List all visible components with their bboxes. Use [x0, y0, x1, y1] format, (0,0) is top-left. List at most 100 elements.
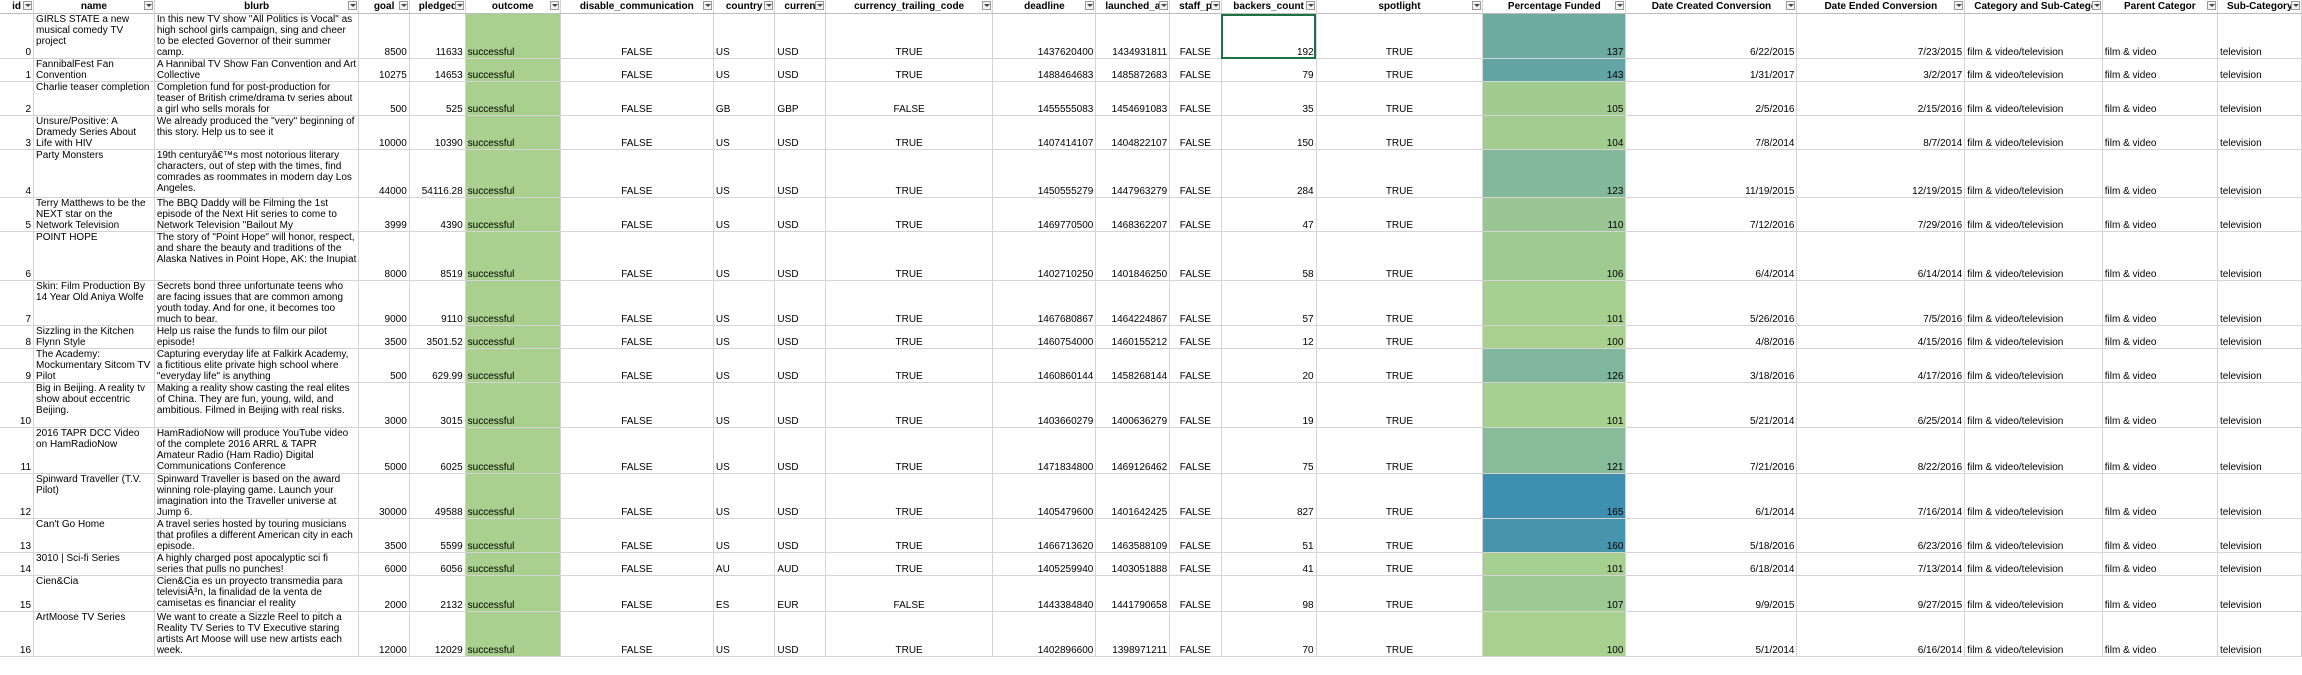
cell-cat-sub[interactable]: film & video/television [1964, 382, 2103, 428]
cell-staff-pick[interactable]: FALSE [1169, 115, 1222, 150]
filter-dropdown-icon[interactable] [1085, 1, 1095, 10]
cell-pct[interactable]: 100 [1482, 325, 1627, 349]
cell-date-ended[interactable]: 7/5/2016 [1796, 280, 1966, 326]
cell-blurb[interactable]: In this new TV show "All Politics is Voc… [154, 13, 360, 59]
filter-dropdown-icon[interactable] [23, 1, 33, 10]
cell-deadline[interactable]: 1437620400 [992, 13, 1097, 59]
cell-blurb[interactable]: Secrets bond three unfortunate teens who… [154, 280, 360, 326]
cell-goal[interactable]: 5000 [358, 427, 410, 474]
cell-parent[interactable]: film & video [2102, 149, 2218, 198]
cell-currency[interactable]: USD [774, 280, 826, 326]
cell-currency-trailing-code[interactable]: TRUE [825, 611, 994, 657]
cell-date-created[interactable]: 11/19/2015 [1625, 149, 1798, 198]
cell-country[interactable]: US [713, 13, 776, 59]
cell-disable-communication[interactable]: FALSE [560, 149, 714, 198]
cell-cat-sub[interactable]: film & video/television [1964, 325, 2103, 349]
cell-goal[interactable]: 30000 [358, 473, 410, 519]
cell-id[interactable]: 15 [0, 575, 35, 612]
cell-pledged[interactable]: 54116.28 [409, 149, 466, 198]
cell-spotlight[interactable]: TRUE [1316, 518, 1484, 553]
cell-currency[interactable]: USD [774, 197, 826, 232]
cell-date-created[interactable]: 6/18/2014 [1625, 552, 1798, 576]
cell-spotlight[interactable]: TRUE [1316, 149, 1484, 198]
cell-goal[interactable]: 2000 [358, 575, 410, 612]
cell-goal[interactable]: 10000 [358, 115, 410, 150]
cell-spotlight[interactable]: TRUE [1316, 427, 1484, 474]
cell-cat-sub[interactable]: film & video/television [1964, 149, 2103, 198]
column-header-sub-category[interactable]: Sub-Category [2217, 0, 2302, 14]
cell-blurb[interactable]: HamRadioNow will produce YouTube video o… [154, 427, 360, 474]
cell-currency[interactable]: USD [774, 325, 826, 349]
cell-pct[interactable]: 126 [1482, 348, 1627, 383]
cell-spotlight[interactable]: TRUE [1316, 81, 1484, 116]
cell-outcome[interactable]: successful [465, 382, 561, 428]
cell-pledged[interactable]: 9110 [409, 280, 466, 326]
cell-disable-communication[interactable]: FALSE [560, 231, 714, 281]
cell-currency-trailing-code[interactable]: FALSE [825, 575, 994, 612]
cell-sub[interactable]: television [2217, 58, 2302, 82]
cell-blurb[interactable]: A Hannibal TV Show Fan Convention and Ar… [154, 58, 360, 82]
cell-currency[interactable]: USD [774, 58, 826, 82]
cell-cat-sub[interactable]: film & video/television [1964, 13, 2103, 59]
cell-parent[interactable]: film & video [2102, 81, 2218, 116]
cell-outcome[interactable]: successful [465, 552, 561, 576]
cell-cat-sub[interactable]: film & video/television [1964, 348, 2103, 383]
column-header-staff-pick[interactable]: staff_pic [1169, 0, 1222, 14]
cell-deadline[interactable]: 1469770500 [992, 197, 1097, 232]
cell-outcome[interactable]: successful [465, 197, 561, 232]
cell-outcome[interactable]: successful [465, 81, 561, 116]
filter-dropdown-icon[interactable] [2206, 1, 2216, 10]
cell-date-created[interactable]: 5/26/2016 [1625, 280, 1798, 326]
cell-pct[interactable]: 123 [1482, 149, 1627, 198]
cell-name[interactable]: Party Monsters [33, 149, 155, 198]
cell-currency[interactable]: USD [774, 611, 826, 657]
cell-currency[interactable]: USD [774, 382, 826, 428]
cell-deadline[interactable]: 1460860144 [992, 348, 1097, 383]
cell-name[interactable]: Charlie teaser completion [33, 81, 155, 116]
cell-parent[interactable]: film & video [2102, 58, 2218, 82]
cell-deadline[interactable]: 1450555279 [992, 149, 1097, 198]
cell-backers-count[interactable]: 79 [1221, 58, 1317, 82]
cell-currency-trailing-code[interactable]: TRUE [825, 382, 994, 428]
column-header-category-and-sub-category[interactable]: Category and Sub-Category [1964, 0, 2103, 14]
cell-blurb[interactable]: Capturing everyday life at Falkirk Acade… [154, 348, 360, 383]
cell-parent[interactable]: film & video [2102, 382, 2218, 428]
cell-staff-pick[interactable]: FALSE [1169, 149, 1222, 198]
cell-pledged[interactable]: 14653 [409, 58, 466, 82]
cell-pct[interactable]: 110 [1482, 197, 1627, 232]
cell-sub[interactable]: television [2217, 518, 2302, 553]
cell-deadline[interactable]: 1402710250 [992, 231, 1097, 281]
cell-spotlight[interactable]: TRUE [1316, 382, 1484, 428]
cell-sub[interactable]: television [2217, 382, 2302, 428]
cell-parent[interactable]: film & video [2102, 575, 2218, 612]
cell-currency-trailing-code[interactable]: TRUE [825, 13, 994, 59]
cell-id[interactable]: 10 [0, 382, 35, 428]
cell-launched-at[interactable]: 1454691083 [1095, 81, 1171, 116]
cell-name[interactable]: FannibalFest Fan Convention [33, 58, 155, 82]
cell-deadline[interactable]: 1488464683 [992, 58, 1097, 82]
filter-dropdown-icon[interactable] [1472, 1, 1482, 10]
cell-deadline[interactable]: 1403660279 [992, 382, 1097, 428]
cell-date-created[interactable]: 7/12/2016 [1625, 197, 1798, 232]
cell-backers-count[interactable]: 41 [1221, 552, 1317, 576]
cell-goal[interactable]: 10275 [358, 58, 410, 82]
cell-deadline[interactable]: 1402896600 [992, 611, 1097, 657]
cell-name[interactable]: 2016 TAPR DCC Video on HamRadioNow [33, 427, 155, 474]
cell-date-ended[interactable]: 7/23/2015 [1796, 13, 1966, 59]
cell-blurb[interactable]: A highly charged post apocalyptic sci fi… [154, 552, 360, 576]
cell-pledged[interactable]: 10390 [409, 115, 466, 150]
cell-spotlight[interactable]: TRUE [1316, 325, 1484, 349]
cell-name[interactable]: Sizzling in the Kitchen Flynn Style [33, 325, 155, 349]
filter-dropdown-icon[interactable] [702, 1, 712, 10]
cell-blurb[interactable]: Completion fund for post-production for … [154, 81, 360, 116]
cell-id[interactable]: 1 [0, 58, 35, 82]
cell-cat-sub[interactable]: film & video/television [1964, 427, 2103, 474]
column-header-blurb[interactable]: blurb [154, 0, 360, 14]
cell-blurb[interactable]: 19th centuryâ€™s most notorious literary… [154, 149, 360, 198]
cell-id[interactable]: 14 [0, 552, 35, 576]
cell-launched-at[interactable]: 1403051888 [1095, 552, 1171, 576]
cell-outcome[interactable]: successful [465, 231, 561, 281]
cell-currency-trailing-code[interactable]: TRUE [825, 231, 994, 281]
cell-pledged[interactable]: 6025 [409, 427, 466, 474]
cell-outcome[interactable]: successful [465, 280, 561, 326]
